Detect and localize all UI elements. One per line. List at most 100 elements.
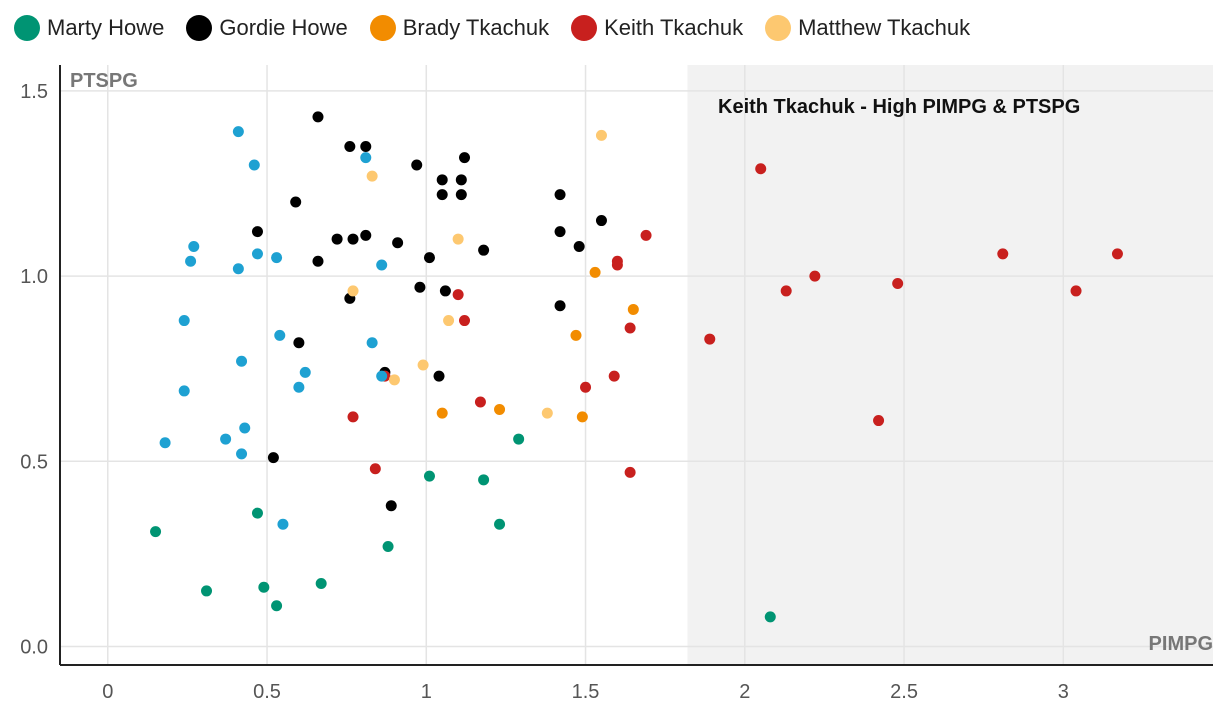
- data-point-keith-tkachuk[interactable]: [780, 285, 792, 297]
- data-point-gordie-howe[interactable]: [436, 189, 448, 201]
- data-point-keith-tkachuk[interactable]: [624, 322, 636, 334]
- data-point-keith-tkachuk[interactable]: [611, 255, 623, 267]
- data-point-keith-tkachuk[interactable]: [1070, 285, 1082, 297]
- data-point-marty-howe[interactable]: [494, 518, 506, 530]
- data-point-gordie-howe[interactable]: [414, 281, 426, 293]
- data-point-gordie-howe[interactable]: [312, 255, 324, 267]
- data-point-other[interactable]: [248, 159, 260, 171]
- data-point-keith-tkachuk[interactable]: [704, 333, 716, 345]
- data-point-other[interactable]: [376, 370, 388, 382]
- data-point-other[interactable]: [277, 518, 289, 530]
- data-point-other[interactable]: [185, 255, 197, 267]
- data-point-brady-tkachuk[interactable]: [589, 266, 601, 278]
- data-point-other[interactable]: [232, 263, 244, 275]
- data-point-gordie-howe[interactable]: [344, 140, 356, 152]
- data-point-keith-tkachuk[interactable]: [452, 289, 464, 301]
- data-point-keith-tkachuk[interactable]: [640, 229, 652, 241]
- data-point-brady-tkachuk[interactable]: [576, 411, 588, 423]
- data-point-gordie-howe[interactable]: [293, 337, 305, 349]
- data-point-other[interactable]: [232, 126, 244, 138]
- data-point-gordie-howe[interactable]: [459, 152, 471, 164]
- data-point-gordie-howe[interactable]: [554, 300, 566, 312]
- data-point-gordie-howe[interactable]: [360, 140, 372, 152]
- data-point-marty-howe[interactable]: [423, 470, 435, 482]
- data-point-other[interactable]: [293, 381, 305, 393]
- data-point-other[interactable]: [239, 422, 251, 434]
- data-point-keith-tkachuk[interactable]: [809, 270, 821, 282]
- data-point-other[interactable]: [178, 315, 190, 327]
- data-point-gordie-howe[interactable]: [554, 226, 566, 238]
- data-point-marty-howe[interactable]: [258, 581, 270, 593]
- data-point-matthew-tkachuk[interactable]: [443, 315, 455, 327]
- data-point-gordie-howe[interactable]: [455, 189, 467, 201]
- data-point-keith-tkachuk[interactable]: [873, 415, 885, 427]
- data-point-other[interactable]: [236, 448, 248, 460]
- data-point-marty-howe[interactable]: [513, 433, 525, 445]
- data-point-matthew-tkachuk[interactable]: [388, 374, 400, 386]
- data-point-keith-tkachuk[interactable]: [997, 248, 1009, 260]
- data-point-keith-tkachuk[interactable]: [580, 381, 592, 393]
- data-point-matthew-tkachuk[interactable]: [452, 233, 464, 245]
- data-point-other[interactable]: [236, 355, 248, 367]
- data-point-matthew-tkachuk[interactable]: [595, 129, 607, 141]
- data-point-gordie-howe[interactable]: [347, 233, 359, 245]
- data-point-gordie-howe[interactable]: [595, 215, 607, 227]
- data-point-gordie-howe[interactable]: [411, 159, 423, 171]
- data-point-brady-tkachuk[interactable]: [436, 407, 448, 419]
- data-point-other[interactable]: [159, 437, 171, 449]
- data-point-gordie-howe[interactable]: [251, 226, 263, 238]
- data-point-keith-tkachuk[interactable]: [369, 463, 381, 475]
- data-point-brady-tkachuk[interactable]: [570, 329, 582, 341]
- legend-item-marty-howe[interactable]: Marty Howe: [14, 15, 164, 41]
- data-point-keith-tkachuk[interactable]: [892, 278, 904, 290]
- data-point-matthew-tkachuk[interactable]: [366, 170, 378, 182]
- data-point-gordie-howe[interactable]: [331, 233, 343, 245]
- data-point-other[interactable]: [188, 240, 200, 252]
- data-point-other[interactable]: [376, 259, 388, 271]
- data-point-keith-tkachuk[interactable]: [624, 466, 636, 478]
- data-point-gordie-howe[interactable]: [573, 240, 585, 252]
- data-point-keith-tkachuk[interactable]: [347, 411, 359, 423]
- data-point-marty-howe[interactable]: [201, 585, 213, 597]
- data-point-marty-howe[interactable]: [150, 526, 162, 538]
- data-point-gordie-howe[interactable]: [436, 174, 448, 186]
- data-point-gordie-howe[interactable]: [433, 370, 445, 382]
- data-point-brady-tkachuk[interactable]: [627, 303, 639, 315]
- data-point-other[interactable]: [299, 366, 311, 378]
- data-point-gordie-howe[interactable]: [439, 285, 451, 297]
- data-point-gordie-howe[interactable]: [392, 237, 404, 249]
- data-point-other[interactable]: [366, 337, 378, 349]
- data-point-matthew-tkachuk[interactable]: [347, 285, 359, 297]
- data-point-gordie-howe[interactable]: [312, 111, 324, 123]
- data-point-matthew-tkachuk[interactable]: [417, 359, 429, 371]
- data-point-keith-tkachuk[interactable]: [459, 315, 471, 327]
- legend-item-gordie-howe[interactable]: Gordie Howe: [186, 15, 348, 41]
- data-point-keith-tkachuk[interactable]: [755, 163, 767, 175]
- data-point-gordie-howe[interactable]: [478, 244, 490, 256]
- data-point-other[interactable]: [178, 385, 190, 397]
- data-point-gordie-howe[interactable]: [423, 252, 435, 264]
- data-point-keith-tkachuk[interactable]: [1111, 248, 1123, 260]
- data-point-gordie-howe[interactable]: [385, 500, 397, 512]
- data-point-other[interactable]: [360, 152, 372, 164]
- legend-item-matthew-tkachuk[interactable]: Matthew Tkachuk: [765, 15, 970, 41]
- legend-item-brady-tkachuk[interactable]: Brady Tkachuk: [369, 15, 549, 41]
- data-point-brady-tkachuk[interactable]: [494, 403, 506, 415]
- data-point-other[interactable]: [271, 252, 283, 264]
- data-point-marty-howe[interactable]: [478, 474, 490, 486]
- data-point-marty-howe[interactable]: [271, 600, 283, 612]
- data-point-gordie-howe[interactable]: [455, 174, 467, 186]
- data-point-other[interactable]: [274, 329, 286, 341]
- data-point-marty-howe[interactable]: [764, 611, 776, 623]
- data-point-marty-howe[interactable]: [315, 578, 327, 590]
- data-point-gordie-howe[interactable]: [290, 196, 302, 208]
- data-point-matthew-tkachuk[interactable]: [541, 407, 553, 419]
- data-point-keith-tkachuk[interactable]: [608, 370, 620, 382]
- data-point-gordie-howe[interactable]: [360, 229, 372, 241]
- legend-item-keith-tkachuk[interactable]: Keith Tkachuk: [571, 15, 743, 41]
- data-point-gordie-howe[interactable]: [554, 189, 566, 201]
- data-point-marty-howe[interactable]: [251, 507, 263, 519]
- data-point-marty-howe[interactable]: [382, 540, 394, 552]
- data-point-other[interactable]: [251, 248, 263, 260]
- data-point-gordie-howe[interactable]: [267, 452, 279, 464]
